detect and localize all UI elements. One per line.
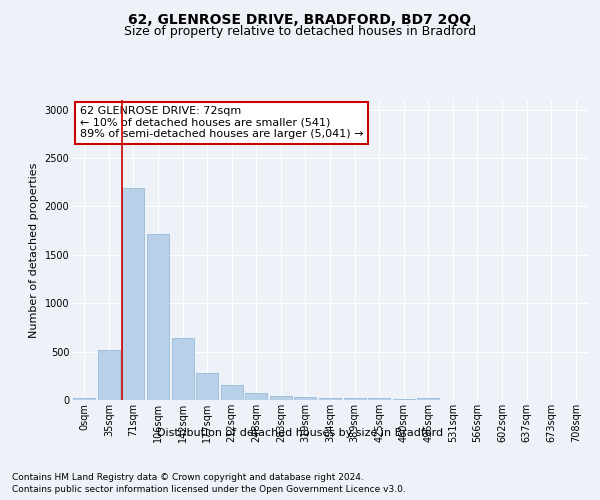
Bar [368, 398, 390, 400]
Bar [417, 398, 439, 400]
Bar [319, 398, 341, 400]
Bar [122, 188, 145, 400]
Y-axis label: Number of detached properties: Number of detached properties [29, 162, 39, 338]
Text: Size of property relative to detached houses in Bradford: Size of property relative to detached ho… [124, 25, 476, 38]
Text: Contains public sector information licensed under the Open Government Licence v3: Contains public sector information licen… [12, 485, 406, 494]
Bar [245, 393, 268, 400]
Text: 62, GLENROSE DRIVE, BRADFORD, BD7 2QQ: 62, GLENROSE DRIVE, BRADFORD, BD7 2QQ [128, 12, 472, 26]
Bar [344, 398, 365, 400]
Bar [221, 386, 243, 400]
Bar [295, 396, 316, 400]
Bar [73, 398, 95, 400]
Text: 62 GLENROSE DRIVE: 72sqm
← 10% of detached houses are smaller (541)
89% of semi-: 62 GLENROSE DRIVE: 72sqm ← 10% of detach… [80, 106, 363, 139]
Bar [196, 373, 218, 400]
Bar [392, 399, 415, 400]
Bar [147, 234, 169, 400]
Text: Distribution of detached houses by size in Bradford: Distribution of detached houses by size … [157, 428, 443, 438]
Bar [172, 338, 194, 400]
Text: Contains HM Land Registry data © Crown copyright and database right 2024.: Contains HM Land Registry data © Crown c… [12, 472, 364, 482]
Bar [270, 396, 292, 400]
Bar [98, 350, 120, 400]
